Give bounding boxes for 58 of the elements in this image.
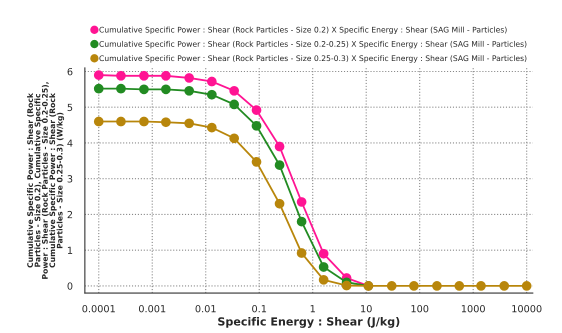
y-tick-label: 5 xyxy=(68,104,72,112)
point xyxy=(184,86,194,96)
point xyxy=(318,248,328,259)
point xyxy=(296,197,306,207)
point xyxy=(522,281,532,291)
y-tick-label: 3 xyxy=(68,175,72,183)
point xyxy=(318,274,328,285)
point xyxy=(386,281,397,291)
x-tick-label: 0.0001 xyxy=(82,305,115,312)
point xyxy=(252,157,262,167)
point xyxy=(206,122,217,132)
point xyxy=(432,281,442,291)
point xyxy=(94,116,104,126)
point xyxy=(454,281,464,291)
point xyxy=(296,216,306,226)
y-tick-label: 2 xyxy=(68,210,72,218)
point xyxy=(94,84,104,94)
point xyxy=(229,86,240,96)
point xyxy=(184,73,194,83)
y-tick-label: 1 xyxy=(68,246,72,254)
y-tick-label: 6 xyxy=(68,68,72,76)
point xyxy=(116,70,126,81)
point xyxy=(161,70,171,81)
point xyxy=(252,120,262,131)
point xyxy=(342,280,352,290)
x-tick-label: 1000 xyxy=(462,305,485,312)
point xyxy=(116,84,126,94)
point xyxy=(206,90,217,100)
point xyxy=(161,117,171,128)
y-tick-label: 4 xyxy=(67,140,73,147)
point xyxy=(318,262,328,272)
point xyxy=(229,133,240,144)
point xyxy=(274,198,284,209)
point xyxy=(274,142,284,152)
x-tick-label: 10000 xyxy=(512,305,542,312)
point xyxy=(476,281,486,291)
point xyxy=(139,84,149,94)
point xyxy=(499,281,510,291)
point xyxy=(161,84,171,94)
point xyxy=(409,281,419,291)
point xyxy=(296,248,306,258)
x-tick-label: 1 xyxy=(310,305,315,312)
point xyxy=(116,116,126,126)
y-tick-label: 0 xyxy=(68,282,72,290)
point xyxy=(139,116,149,126)
point xyxy=(184,118,194,128)
point xyxy=(229,100,240,110)
point xyxy=(94,70,104,80)
x-tick-label: 0.1 xyxy=(252,305,266,312)
point xyxy=(139,70,149,81)
point xyxy=(252,105,262,115)
point xyxy=(274,160,284,170)
x-axis-title: Specific Energy : Shear (J/kg) xyxy=(218,317,400,328)
x-tick-label: 100 xyxy=(411,305,428,312)
point xyxy=(206,76,217,86)
x-tick-label: 0.01 xyxy=(196,305,216,312)
x-tick-label: 0.001 xyxy=(138,305,166,312)
x-tick-label: 10 xyxy=(361,305,372,312)
